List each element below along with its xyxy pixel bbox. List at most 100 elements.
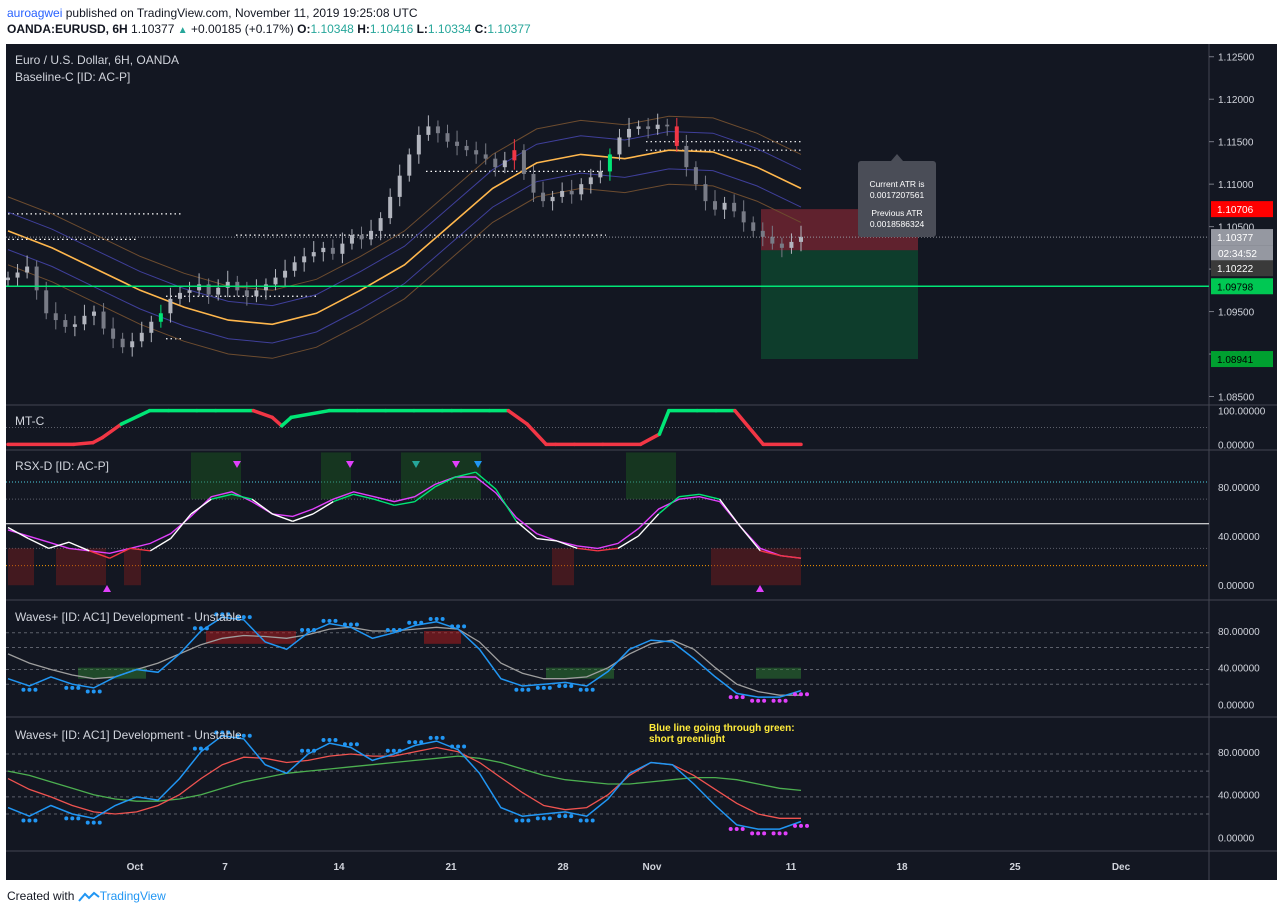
waves2-high-dot	[306, 748, 311, 753]
candle-body	[101, 311, 106, 329]
ohlc-line: OANDA:EURUSD, 6H 1.10377 ▲ +0.00185 (+0.…	[7, 22, 531, 36]
candle-body	[91, 311, 96, 316]
waves2-low-dot	[547, 816, 552, 821]
chart-background	[6, 44, 1277, 880]
rsx-signal-arrow	[233, 461, 241, 468]
green-line-label: 1.09798	[1217, 282, 1254, 293]
rsx-line-segment	[89, 550, 110, 559]
candle-body	[311, 252, 316, 257]
waves2-low-dot	[557, 814, 562, 819]
rsx-line-segment	[414, 486, 436, 503]
waves2-high-dot	[348, 742, 353, 747]
rsx-bull-zone	[401, 452, 481, 500]
waves2-high-dot	[300, 748, 305, 753]
waves2-title: Waves+ [ID: AC1] Development - Unstable	[15, 728, 242, 742]
take-profit-label-bg	[1211, 351, 1273, 368]
take-profit-zone	[761, 250, 918, 360]
rsx-line-segment	[739, 525, 761, 552]
waves-tick-label: 80.00000	[1218, 627, 1260, 638]
created-with: Created with	[7, 889, 75, 903]
candle-body	[158, 313, 163, 322]
waves2-low-dot	[734, 827, 739, 832]
rsx-line-segment	[455, 471, 476, 478]
waves1-high-dot	[241, 615, 246, 620]
waves2-high-dot	[327, 738, 332, 743]
waves2-low-dot	[76, 816, 81, 821]
waves2-annotation: short greenlight	[649, 734, 726, 745]
low-label: L:	[416, 22, 428, 36]
waves-bull-zone	[546, 667, 614, 679]
price-tick-label: 1.11000	[1218, 180, 1254, 191]
waves2-low-dot	[777, 831, 782, 836]
candle-body	[225, 281, 230, 288]
outer-band-upper	[7, 115, 802, 291]
tradingview-link[interactable]: TradingView	[99, 889, 166, 903]
waves1-high-dot	[333, 618, 338, 623]
waves1-low-dot	[520, 687, 525, 692]
waves-bull-zone	[78, 667, 146, 679]
author-link[interactable]: auroagwei	[7, 6, 63, 20]
current-atr-value: 0.0017207561	[870, 190, 925, 200]
candle-body	[684, 145, 689, 168]
waves2-low-dot	[578, 818, 583, 823]
rsx-line-segment	[149, 537, 172, 552]
rsx-line-segment	[170, 513, 192, 539]
candle-body	[82, 315, 87, 325]
candle-body	[646, 126, 651, 129]
waves2-high-dot	[419, 740, 424, 745]
waves1-low-dot	[793, 692, 797, 697]
time-tick-label: 18	[896, 862, 908, 873]
candle-body	[378, 218, 383, 231]
rsx-bear-zone	[711, 548, 801, 586]
rsx-bull-zone	[191, 452, 241, 500]
candle-body	[216, 287, 221, 295]
candle-body	[340, 243, 345, 254]
price-change: +0.00185 (+0.17%)	[191, 22, 294, 36]
rsx-line-segment	[577, 547, 598, 552]
waves2-low-dot	[97, 820, 102, 825]
candle-body	[168, 298, 173, 314]
candle-body	[321, 247, 326, 253]
high-value: 1.10416	[369, 22, 414, 36]
symbol: OANDA:EURUSD, 6H	[7, 22, 128, 36]
waves1-low-dot	[762, 698, 767, 703]
rsx-tick-label: 0.00000	[1218, 581, 1255, 592]
main-chart-title: Euro / U.S. Dollar, 6H, OANDA	[15, 53, 179, 67]
waves1-low-dot	[21, 687, 26, 692]
mtc-segment	[638, 432, 662, 447]
waves1-high-dot	[391, 628, 396, 633]
candle-body	[302, 256, 307, 263]
rsx-line-segment	[637, 513, 660, 537]
high-label: H:	[357, 22, 370, 36]
candle-body	[789, 241, 794, 248]
tooltip-pointer	[891, 154, 903, 161]
rsx-signal-arrow	[103, 585, 111, 592]
mtc-tick-label: 0.00000	[1218, 440, 1255, 451]
waves2-low-dot	[85, 820, 90, 825]
baseline-indicator-label: Baseline-C [ID: AC-P]	[15, 70, 130, 84]
waves-tick-label: 80.00000	[1218, 748, 1260, 759]
candle-body	[44, 290, 49, 314]
countdown-bg	[1211, 245, 1273, 262]
chart-canvas[interactable]: Oct 7 14 21 28 Nov 11 18 25 Dec 1.12500 1.12000 1.11…	[6, 44, 1277, 880]
rsx-line-segment	[190, 498, 212, 515]
countdown-label: 02:34:52	[1218, 249, 1257, 260]
waves-bear-zone	[206, 630, 296, 644]
candle-body	[713, 201, 718, 210]
waves2-low-dot	[805, 823, 809, 828]
candle-body	[388, 196, 393, 219]
up-arrow-icon: ▲	[177, 25, 188, 36]
waves1-low-dot	[584, 687, 589, 692]
level-1-bg	[1211, 260, 1273, 277]
rsx-line-segment	[556, 540, 578, 550]
mtc-segment	[119, 408, 152, 426]
last-price: 1.10377	[131, 22, 175, 36]
waves1-high-dot	[462, 624, 467, 629]
waves1-high-dot	[247, 615, 252, 620]
rsx-signal-arrow	[474, 461, 482, 468]
waves1-high-dot	[312, 628, 317, 633]
candle-body	[512, 150, 517, 161]
atr-tooltip	[858, 161, 936, 237]
candle-body	[674, 126, 679, 146]
rsx-line-segment	[515, 520, 538, 540]
